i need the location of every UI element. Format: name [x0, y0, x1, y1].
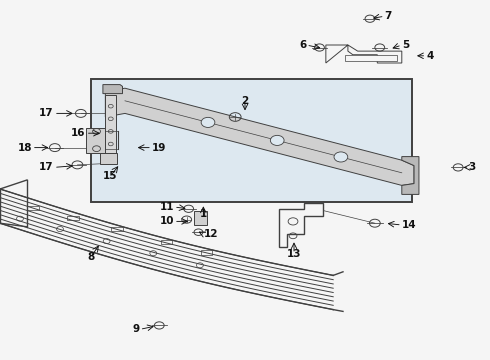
Bar	[161, 240, 172, 244]
Bar	[194, 211, 207, 225]
Bar	[105, 95, 116, 153]
Text: 4: 4	[426, 51, 434, 61]
Text: 6: 6	[299, 40, 306, 50]
Text: 18: 18	[17, 143, 32, 153]
Text: 3: 3	[468, 162, 475, 172]
Text: 15: 15	[103, 171, 118, 181]
Bar	[345, 55, 397, 61]
Polygon shape	[86, 128, 105, 153]
Text: 5: 5	[402, 40, 409, 50]
Circle shape	[201, 117, 215, 127]
Text: 8: 8	[87, 252, 94, 262]
Polygon shape	[105, 88, 414, 185]
Circle shape	[270, 135, 284, 145]
Polygon shape	[103, 85, 122, 94]
Text: 1: 1	[200, 209, 207, 219]
Text: 9: 9	[132, 324, 140, 334]
Polygon shape	[100, 153, 117, 164]
Text: 17: 17	[39, 162, 54, 172]
Text: 2: 2	[242, 96, 248, 106]
Circle shape	[334, 152, 348, 162]
Text: 7: 7	[385, 11, 392, 21]
Bar	[27, 206, 39, 210]
Text: 16: 16	[71, 128, 86, 138]
Bar	[91, 79, 412, 202]
Text: 12: 12	[203, 229, 218, 239]
Text: 17: 17	[39, 108, 54, 118]
Polygon shape	[402, 157, 419, 194]
Text: 13: 13	[287, 249, 301, 259]
Text: 19: 19	[152, 143, 166, 153]
Text: 11: 11	[159, 202, 174, 212]
Text: 14: 14	[402, 220, 416, 230]
Bar	[201, 251, 213, 255]
Bar	[68, 216, 79, 220]
Bar	[111, 227, 122, 231]
Text: 10: 10	[159, 216, 174, 226]
